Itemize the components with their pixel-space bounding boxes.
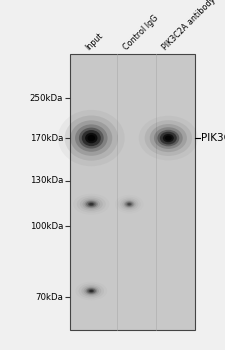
Text: 70kDa: 70kDa — [35, 293, 63, 302]
Ellipse shape — [85, 133, 97, 143]
Ellipse shape — [81, 285, 101, 297]
Ellipse shape — [162, 134, 173, 142]
Ellipse shape — [87, 135, 95, 141]
Ellipse shape — [82, 199, 100, 209]
Ellipse shape — [126, 202, 131, 206]
Ellipse shape — [127, 203, 130, 205]
Ellipse shape — [153, 127, 182, 149]
Text: PIK3C2A: PIK3C2A — [200, 133, 225, 143]
Text: 250kDa: 250kDa — [30, 93, 63, 103]
Ellipse shape — [157, 130, 178, 146]
Ellipse shape — [75, 124, 107, 152]
Ellipse shape — [70, 120, 112, 156]
Ellipse shape — [149, 124, 186, 152]
Ellipse shape — [79, 128, 103, 148]
Ellipse shape — [89, 203, 93, 205]
Ellipse shape — [89, 290, 93, 292]
Ellipse shape — [86, 288, 95, 294]
Ellipse shape — [85, 287, 97, 294]
Ellipse shape — [159, 132, 176, 145]
Ellipse shape — [88, 289, 94, 293]
Ellipse shape — [122, 199, 136, 209]
Text: Input: Input — [83, 32, 104, 52]
Ellipse shape — [144, 120, 191, 156]
Ellipse shape — [88, 202, 94, 206]
Ellipse shape — [81, 130, 100, 146]
Ellipse shape — [164, 135, 171, 141]
Bar — [69, 54, 195, 330]
Ellipse shape — [83, 286, 99, 295]
Ellipse shape — [86, 201, 96, 207]
Text: 130kDa: 130kDa — [30, 176, 63, 185]
Text: 100kDa: 100kDa — [30, 222, 63, 231]
Text: Control IgG: Control IgG — [121, 14, 160, 52]
Ellipse shape — [84, 200, 98, 208]
Ellipse shape — [125, 202, 133, 207]
Text: PIK3C2A antibody: PIK3C2A antibody — [160, 0, 217, 52]
Text: 170kDa: 170kDa — [30, 134, 63, 142]
Ellipse shape — [123, 201, 134, 208]
Ellipse shape — [64, 116, 117, 161]
